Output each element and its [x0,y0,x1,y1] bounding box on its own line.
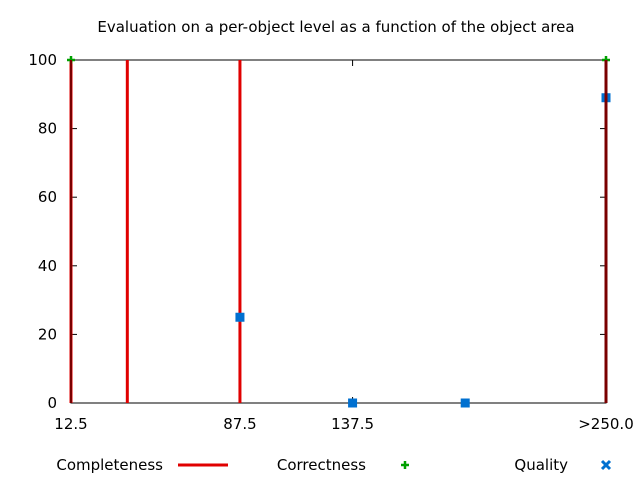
legend-swatch-correctness [401,461,409,469]
series-completeness [69,60,608,403]
y-tick-label: 40 [38,257,57,275]
x-tick-label: 87.5 [223,415,256,433]
legend-label-correctness: Correctness [277,456,366,474]
y-tick-label: 80 [38,120,57,138]
y-tick-label: 0 [47,394,57,412]
legend: Completeness Correctness Quality [56,456,612,474]
quality-point [460,398,470,408]
x-tick-label: 12.5 [54,415,87,433]
legend-label-completeness: Completeness [56,456,163,474]
y-tick-label: 20 [38,325,57,343]
x-tick-label: 137.5 [331,415,374,433]
legend-label-quality: Quality [514,456,568,474]
chart-title: Evaluation on a per-object level as a fu… [97,18,574,36]
series-quality [235,93,611,408]
x-tick-label: >250.0 [578,415,634,433]
quality-point [235,312,245,322]
plot-area: 0 20 40 60 80 100 12.5 87.5 137.5 >250.0 [28,51,633,433]
legend-swatch-quality [600,459,612,471]
quality-point [348,398,358,408]
plot-border [70,59,607,404]
y-tick-label: 60 [38,188,57,206]
y-tick-label: 100 [28,51,57,69]
